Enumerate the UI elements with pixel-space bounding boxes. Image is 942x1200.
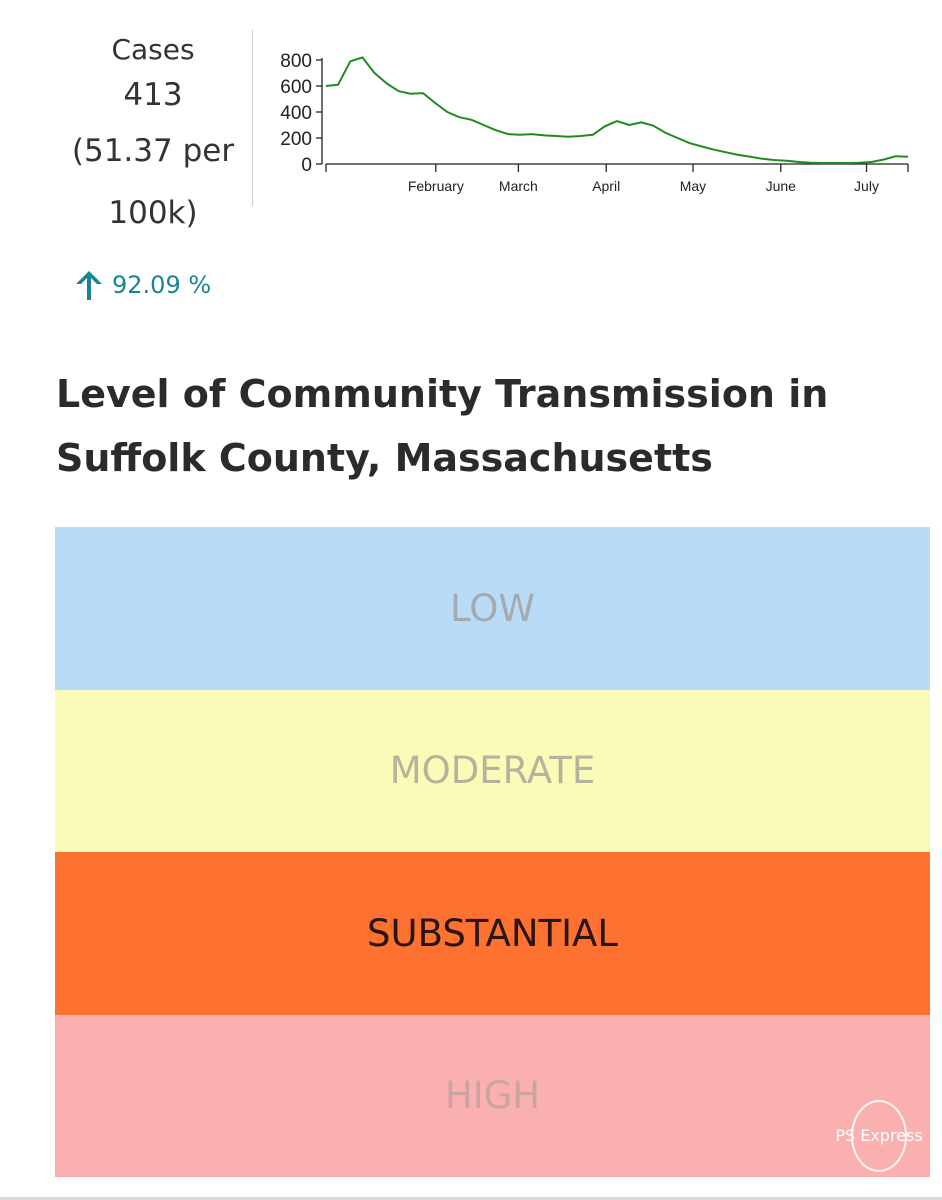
x-tick-label: June: [766, 178, 797, 194]
x-tick-label: February: [408, 178, 464, 194]
y-tick-label: 200: [280, 129, 312, 150]
y-tick-label: 600: [280, 77, 312, 98]
cases-line: [325, 56, 909, 164]
level-moderate: MODERATE: [55, 689, 930, 852]
cases-trend-chart: 800 600 400 200 0 February March April May June Ju…: [280, 51, 909, 194]
level-label: LOW: [449, 586, 535, 630]
x-tick-label: May: [680, 178, 706, 194]
ps-express-watermark: PS Express: [834, 1100, 924, 1176]
level-label: MODERATE: [389, 749, 596, 793]
bottom-border: [0, 1197, 942, 1200]
level-low: LOW: [55, 527, 930, 690]
panel-divider: [252, 30, 253, 206]
cases-change-percent: 92.09 %: [112, 271, 212, 299]
arrow-up-icon: [72, 268, 106, 302]
page-title: Level of Community Transmission in Suffo…: [56, 372, 829, 480]
cases-summary: Cases 413 (51.37 per 100k): [38, 30, 268, 244]
level-high: HIGH: [55, 1014, 930, 1177]
cases-value: 413: [123, 77, 183, 113]
level-label: HIGH: [444, 1074, 541, 1118]
cases-rate-line2: 100k): [108, 195, 198, 231]
transmission-levels: LOW MODERATE SUBSTANTIAL HIGH: [55, 527, 930, 1177]
y-tick-label: 400: [280, 103, 312, 124]
cases-change: 92.09 %: [72, 268, 211, 302]
cases-label: Cases: [111, 33, 195, 66]
y-tick-label: 800: [280, 51, 312, 72]
level-substantial: SUBSTANTIAL: [55, 852, 930, 1015]
watermark-text: PS Express: [835, 1126, 923, 1145]
cases-rate-line1: (51.37 per: [71, 133, 235, 169]
x-tick-label: April: [592, 178, 620, 194]
y-tick-label: 0: [301, 155, 312, 176]
x-tick-label: March: [499, 178, 538, 194]
x-tick-label: July: [854, 178, 879, 194]
level-label: SUBSTANTIAL: [367, 911, 618, 955]
watermark-ring-icon: [851, 1100, 907, 1172]
